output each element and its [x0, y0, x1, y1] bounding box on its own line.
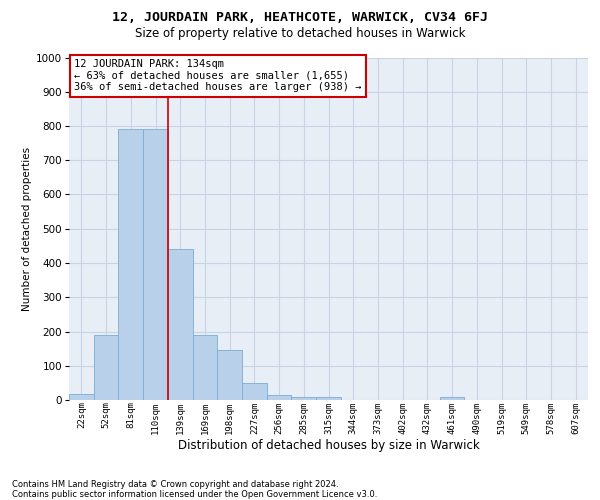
Y-axis label: Number of detached properties: Number of detached properties: [22, 146, 32, 311]
Bar: [440, 398, 464, 400]
X-axis label: Distribution of detached houses by size in Warwick: Distribution of detached houses by size …: [178, 439, 479, 452]
Bar: [217, 350, 242, 400]
Bar: [118, 130, 143, 400]
Bar: [292, 396, 316, 400]
Bar: [168, 250, 193, 400]
Bar: [69, 394, 94, 400]
Bar: [94, 335, 118, 400]
Text: 12, JOURDAIN PARK, HEATHCOTE, WARWICK, CV34 6FJ: 12, JOURDAIN PARK, HEATHCOTE, WARWICK, C…: [112, 11, 488, 24]
Bar: [267, 395, 292, 400]
Text: Contains HM Land Registry data © Crown copyright and database right 2024.
Contai: Contains HM Land Registry data © Crown c…: [12, 480, 377, 499]
Text: 12 JOURDAIN PARK: 134sqm
← 63% of detached houses are smaller (1,655)
36% of sem: 12 JOURDAIN PARK: 134sqm ← 63% of detach…: [74, 59, 362, 92]
Bar: [316, 396, 341, 400]
Bar: [143, 130, 168, 400]
Bar: [242, 383, 267, 400]
Text: Size of property relative to detached houses in Warwick: Size of property relative to detached ho…: [135, 28, 465, 40]
Bar: [193, 335, 217, 400]
